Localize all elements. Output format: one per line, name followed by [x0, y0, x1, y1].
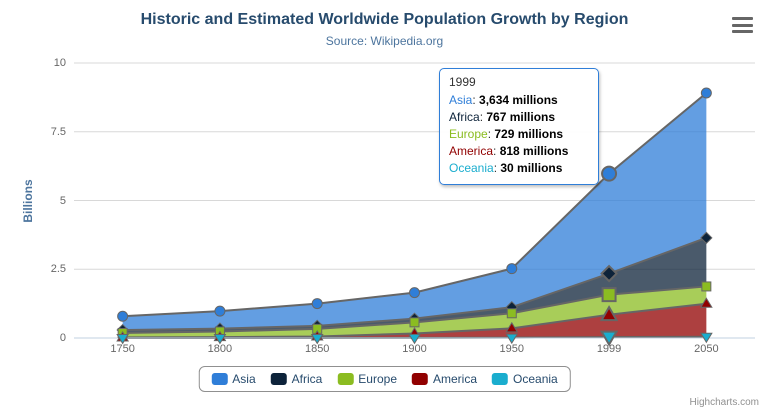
marker-america-1999[interactable] — [599, 305, 619, 322]
tooltip-rows: Asia: 3,634 millions Africa: 767 millions… — [449, 92, 589, 177]
area-africa[interactable] — [122, 237, 707, 333]
export-menu-button[interactable] — [732, 16, 753, 34]
legend-item-africa[interactable]: Africa — [270, 372, 323, 386]
marker-america-2050[interactable] — [699, 297, 713, 308]
legend-swatch-icon — [412, 373, 429, 385]
area-america[interactable] — [122, 303, 707, 338]
legend-label: Europe — [358, 372, 398, 386]
tooltip-row: America: 818 millions — [449, 144, 569, 158]
marker-oceania-1850[interactable] — [310, 333, 324, 345]
hamburger-icon — [732, 30, 753, 33]
tooltip-row: Africa: 767 millions — [449, 110, 556, 124]
y-tick-label: 2.5 — [50, 263, 66, 276]
x-tick-label: 1850 — [304, 343, 330, 355]
marker-europe-1900[interactable] — [409, 317, 420, 328]
legend-label: America — [433, 372, 478, 386]
marker-africa-2050[interactable] — [700, 231, 713, 245]
credits-link[interactable]: Highcharts.com — [689, 397, 759, 408]
legend-item-asia[interactable]: Asia — [211, 372, 256, 386]
chart-subtitle: Source: Wikipedia.org — [325, 34, 444, 48]
marker-asia-2050[interactable] — [700, 87, 712, 99]
marker-europe-2050[interactable] — [701, 281, 712, 292]
marker-asia-1999[interactable] — [601, 165, 618, 182]
marker-africa-1999[interactable] — [600, 264, 618, 283]
marker-europe-1950[interactable] — [506, 308, 517, 319]
x-tick-label: 1800 — [207, 343, 233, 355]
hamburger-icon — [732, 23, 753, 27]
x-tick-label: 1900 — [402, 343, 427, 355]
marker-asia-1750[interactable] — [117, 310, 129, 322]
marker-oceania-2050[interactable] — [699, 332, 713, 344]
marker-asia-1800[interactable] — [214, 305, 226, 317]
marker-america-1950[interactable] — [505, 321, 519, 333]
y-tick-label: 10 — [53, 57, 66, 69]
legend-item-europe[interactable]: Europe — [337, 372, 397, 386]
tooltip-row: Oceania: 30 millions — [449, 161, 563, 175]
marker-oceania-1999[interactable] — [599, 330, 619, 347]
legend-swatch-icon — [492, 373, 509, 385]
marker-asia-1900[interactable] — [409, 287, 420, 299]
hamburger-icon — [732, 17, 753, 20]
tooltip-row: Asia: 3,634 millions — [449, 93, 558, 107]
x-tick-label: 1750 — [110, 343, 135, 355]
y-tick-label: 7.5 — [50, 125, 66, 138]
y-tick-label: 5 — [59, 194, 66, 207]
area-asia[interactable] — [122, 93, 707, 331]
x-tick-label: 1999 — [596, 343, 622, 355]
x-tick-label: 2050 — [694, 343, 719, 355]
marker-asia-1850[interactable] — [311, 298, 323, 310]
tooltip-header: 1999 — [449, 75, 476, 89]
legend-item-america[interactable]: America — [412, 372, 477, 386]
y-tick-label: 0 — [59, 332, 66, 344]
legend-label: Africa — [291, 372, 323, 386]
legend-swatch-icon — [337, 373, 354, 385]
legend: Asia Africa Europe America Oceania — [198, 366, 571, 392]
legend-swatch-icon — [270, 373, 287, 385]
legend-label: Oceania — [513, 372, 558, 386]
legend-item-oceania[interactable]: Oceania — [492, 372, 558, 386]
tooltip: 1999 Asia: 3,634 millions Africa: 767 mil… — [439, 68, 599, 185]
marker-oceania-1950[interactable] — [505, 333, 519, 345]
legend-label: Asia — [232, 372, 256, 386]
marker-oceania-1800[interactable] — [213, 333, 227, 345]
x-tick-label: 1950 — [499, 343, 525, 355]
marker-oceania-1900[interactable] — [408, 333, 421, 345]
chart-title: Historic and Estimated Worldwide Populat… — [140, 11, 629, 28]
marker-europe-1999[interactable] — [601, 287, 617, 303]
marker-asia-1950[interactable] — [506, 263, 518, 275]
legend-swatch-icon — [211, 373, 228, 385]
tooltip-row: Europe: 729 millions — [449, 127, 564, 141]
marker-oceania-1750[interactable] — [116, 333, 130, 345]
